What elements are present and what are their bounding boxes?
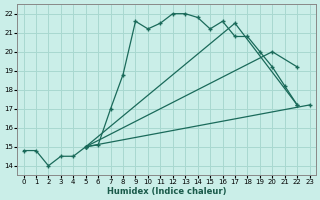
X-axis label: Humidex (Indice chaleur): Humidex (Indice chaleur) <box>107 187 226 196</box>
